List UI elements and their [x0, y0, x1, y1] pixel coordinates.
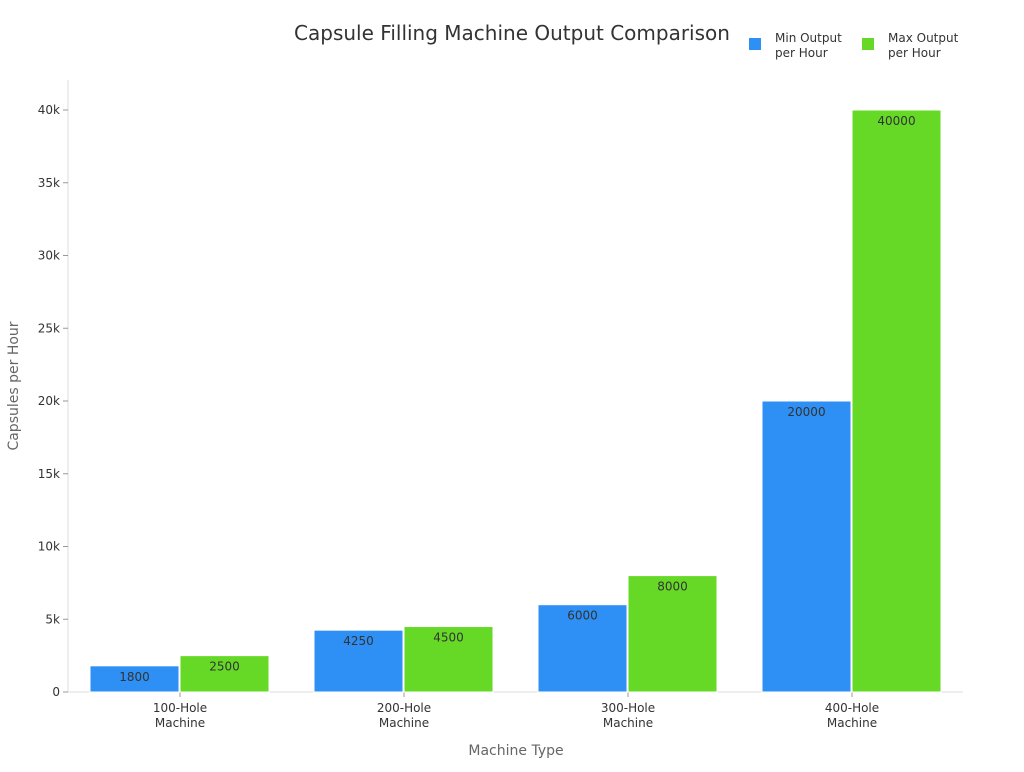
y-tick-label: 35k — [38, 176, 60, 190]
y-tick-label: 40k — [38, 103, 60, 117]
data-label: 1800 — [119, 670, 150, 684]
x-tick-label-line: 300-Hole — [601, 701, 655, 715]
bar — [537, 604, 628, 693]
x-tick-label-line: 200-Hole — [377, 701, 431, 715]
legend-label: Max Output per Hour — [888, 31, 959, 60]
y-tick-label: 15k — [38, 467, 60, 481]
bar — [851, 109, 942, 693]
legend-label-line: Max Output — [888, 31, 959, 45]
data-label: 8000 — [657, 580, 688, 594]
chart-title: Capsule Filling Machine Output Compariso… — [294, 21, 730, 45]
bar — [89, 665, 180, 693]
y-tick-label: 10k — [38, 540, 60, 554]
legend-label: Min Output per Hour — [775, 31, 842, 60]
x-axis-label: Machine Type — [468, 743, 563, 759]
data-label: 6000 — [567, 609, 598, 623]
data-label: 20000 — [787, 405, 825, 419]
x-tick-label: 200-Hole Machine — [377, 701, 431, 730]
x-tick-label: 100-Hole Machine — [153, 701, 207, 730]
y-tick-label: 20k — [38, 394, 60, 408]
x-tick-label-line: Machine — [827, 716, 877, 730]
x-tick-label-line: 400-Hole — [825, 701, 879, 715]
x-tick-label: 400-Hole Machine — [825, 701, 879, 730]
data-label: 4250 — [343, 634, 374, 648]
data-label: 4500 — [433, 631, 464, 645]
bar — [627, 575, 718, 693]
legend-swatch — [862, 38, 874, 50]
y-tick-label: 0 — [52, 685, 60, 699]
x-tick-label-line: Machine — [379, 716, 429, 730]
legend-swatch — [749, 38, 761, 50]
bar — [403, 626, 494, 693]
y-tick-label: 25k — [38, 321, 60, 335]
legend-label-line: Min Output — [775, 31, 842, 45]
data-label: 40000 — [877, 114, 915, 128]
legend-label-line: per Hour — [888, 46, 941, 60]
legend-label-line: per Hour — [775, 46, 828, 60]
y-axis-label: Capsules per Hour — [6, 321, 22, 450]
data-label: 2500 — [209, 660, 240, 674]
y-tick-label: 5k — [45, 612, 60, 626]
bar — [179, 655, 270, 693]
x-tick-label-line: 100-Hole — [153, 701, 207, 715]
bar — [313, 629, 404, 693]
x-tick-label-line: Machine — [603, 716, 653, 730]
y-tick-label: 30k — [38, 249, 60, 263]
x-tick-label: 300-Hole Machine — [601, 701, 655, 730]
bar — [761, 400, 852, 693]
x-tick-label-line: Machine — [155, 716, 205, 730]
